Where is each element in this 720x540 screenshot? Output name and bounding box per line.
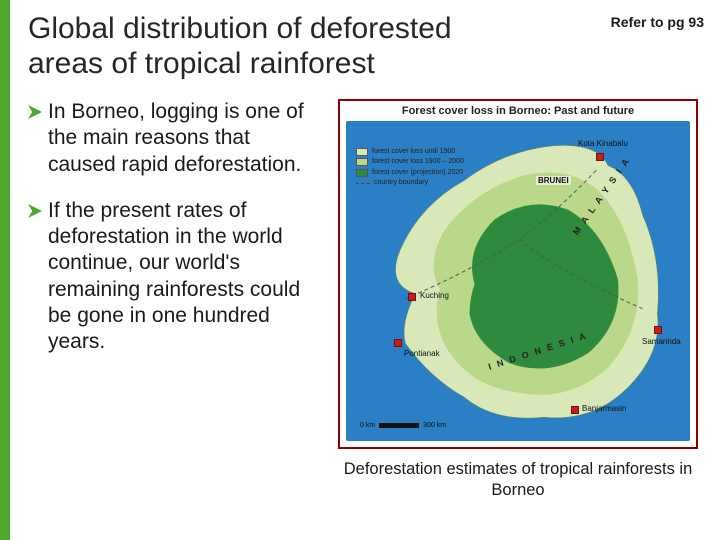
legend-row: country boundary <box>356 178 464 187</box>
legend-label: forest cover loss until 1900 <box>372 147 455 156</box>
bullet-item: In Borneo, logging is one of the main re… <box>28 99 318 178</box>
legend-label: forest cover (projection) 2020 <box>372 168 463 177</box>
bullet-item: If the present rates of deforestation in… <box>28 198 318 356</box>
city-marker <box>408 293 416 301</box>
slide-title: Global distribution of deforested areas … <box>28 12 528 81</box>
legend-row: forest cover loss 1900 – 2000 <box>356 157 464 166</box>
legend-swatch <box>356 158 368 166</box>
legend-dash-icon <box>356 183 370 184</box>
content-row: In Borneo, logging is one of the main re… <box>28 99 704 524</box>
city-marker <box>596 153 604 161</box>
bullet-text: If the present rates of deforestation in… <box>48 198 318 356</box>
legend-label: forest cover loss 1900 – 2000 <box>372 157 464 166</box>
bullet-list: In Borneo, logging is one of the main re… <box>28 99 318 524</box>
bullet-arrow-icon <box>28 105 42 119</box>
city-marker <box>394 339 402 347</box>
scale-right: 300 km <box>423 422 446 429</box>
map-legend: forest cover loss until 1900 forest cove… <box>356 147 464 189</box>
city-label: Kuching <box>420 291 449 300</box>
city-label: Samarinda <box>642 337 681 346</box>
legend-label: country boundary <box>374 178 428 187</box>
city-label: Pontianak <box>404 349 440 358</box>
figure-caption: Deforestation estimates of tropical rain… <box>332 459 704 500</box>
scalebar-segment <box>379 423 419 428</box>
map-sea: forest cover loss until 1900 forest cove… <box>346 121 690 441</box>
city-label: Kota Kinabalu <box>578 139 628 148</box>
city-label: Banjarmasin <box>582 404 626 413</box>
bullet-text: In Borneo, logging is one of the main re… <box>48 99 318 178</box>
city-marker <box>654 326 662 334</box>
bullet-arrow-icon <box>28 204 42 218</box>
page-reference: Refer to pg 93 <box>611 14 704 30</box>
header-row: Global distribution of deforested areas … <box>28 12 704 81</box>
legend-swatch <box>356 169 368 177</box>
figure-column: Forest cover loss in Borneo: Past and fu… <box>332 99 704 524</box>
country-label-brunei: BRUNEI <box>536 176 571 185</box>
legend-row: forest cover (projection) 2020 <box>356 168 464 177</box>
legend-row: forest cover loss until 1900 <box>356 147 464 156</box>
accent-bar <box>0 0 10 540</box>
slide: Global distribution of deforested areas … <box>0 0 720 540</box>
map-scalebar: 0 km 300 km <box>360 422 446 429</box>
map-title: Forest cover loss in Borneo: Past and fu… <box>340 105 696 117</box>
scale-left: 0 km <box>360 422 375 429</box>
city-marker <box>571 406 579 414</box>
borneo-map: Forest cover loss in Borneo: Past and fu… <box>338 99 698 449</box>
legend-swatch <box>356 148 368 156</box>
